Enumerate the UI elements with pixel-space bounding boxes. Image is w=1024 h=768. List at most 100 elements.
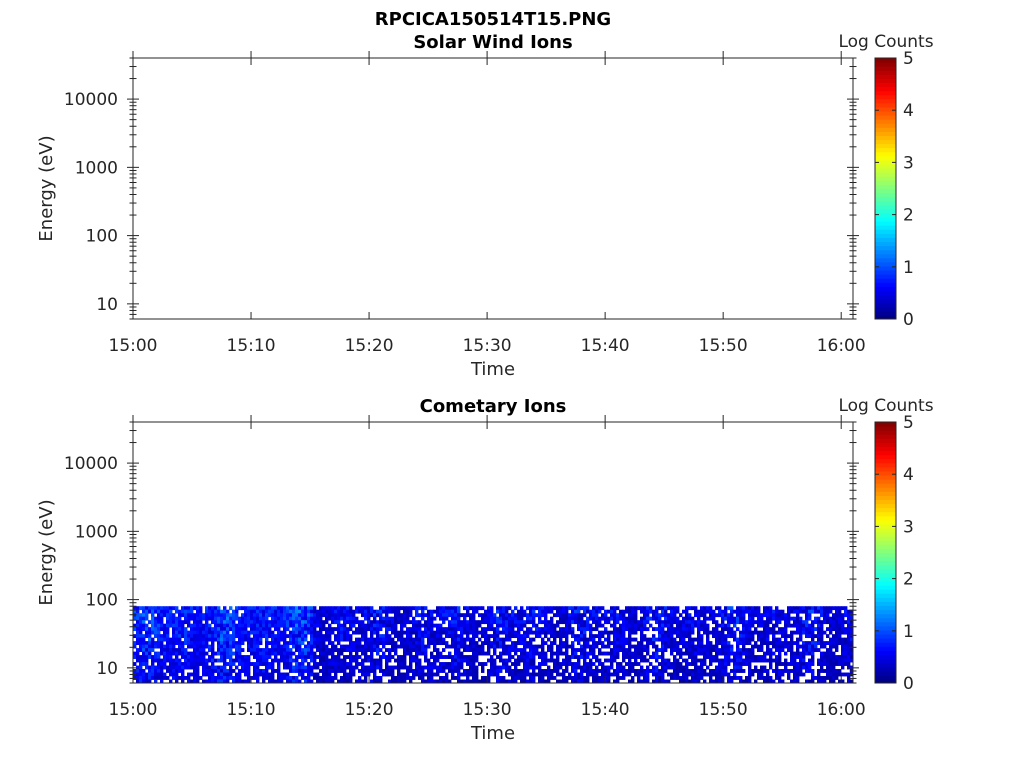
- data-cell: [532, 620, 536, 625]
- data-cell: [355, 665, 359, 670]
- data-cell: [481, 676, 485, 680]
- data-cell: [775, 616, 779, 621]
- data-cell: [826, 665, 830, 670]
- data-cell: [424, 627, 428, 632]
- data-cell: [223, 627, 227, 632]
- data-cell: [313, 623, 317, 628]
- data-cell: [589, 616, 593, 621]
- data-cell: [850, 637, 854, 642]
- data-cell: [400, 613, 404, 618]
- data-cell: [307, 665, 311, 670]
- data-cell: [283, 672, 287, 677]
- data-cell: [778, 616, 782, 621]
- data-cell: [361, 634, 365, 639]
- data-cell: [400, 655, 404, 659]
- data-cell: [700, 672, 704, 677]
- data-cell: [727, 651, 731, 656]
- data-cell: [223, 609, 227, 614]
- data-cell: [178, 676, 182, 680]
- data-cell: [616, 669, 620, 673]
- data-cell: [676, 672, 680, 677]
- data-cell: [688, 637, 692, 642]
- data-cell: [646, 648, 650, 652]
- data-cell: [427, 665, 431, 670]
- data-cell: [736, 616, 740, 621]
- data-cell: [826, 609, 830, 614]
- data-cell: [490, 623, 494, 628]
- y-tick-label: 1000: [75, 158, 118, 178]
- data-cell: [256, 637, 260, 642]
- data-cell: [628, 641, 632, 646]
- data-cell: [832, 641, 836, 646]
- data-cell: [709, 658, 713, 663]
- data-cell: [532, 648, 536, 652]
- data-cell: [751, 651, 755, 656]
- data-cell: [238, 627, 242, 632]
- data-cell: [832, 651, 836, 656]
- data-cell: [571, 648, 575, 652]
- data-cell: [391, 637, 395, 642]
- data-cell: [517, 620, 521, 625]
- data-cell: [511, 630, 515, 635]
- data-cell: [391, 644, 395, 649]
- data-cell: [403, 606, 407, 611]
- data-cell: [289, 669, 293, 673]
- data-cell: [430, 665, 434, 670]
- data-cell: [205, 606, 209, 611]
- data-cell: [190, 641, 194, 646]
- data-cell: [364, 676, 368, 680]
- data-cell: [490, 669, 494, 673]
- y-tick-label: 10000: [64, 454, 118, 474]
- data-cell: [415, 623, 419, 628]
- data-cell: [844, 672, 848, 677]
- data-cell: [571, 620, 575, 625]
- data-cell: [133, 616, 137, 621]
- data-cell: [592, 648, 596, 652]
- data-cell: [739, 613, 743, 618]
- data-cell: [184, 641, 188, 646]
- data-cell: [577, 648, 581, 652]
- data-cell: [235, 623, 239, 628]
- data-cell: [562, 606, 566, 611]
- data-cell: [832, 672, 836, 677]
- data-cell: [136, 679, 140, 684]
- data-cell: [394, 658, 398, 663]
- data-cell: [181, 672, 185, 677]
- data-cell: [277, 634, 281, 639]
- data-cell: [148, 672, 152, 677]
- data-cell: [727, 658, 731, 663]
- data-cell: [832, 662, 836, 666]
- data-cell: [538, 616, 542, 621]
- data-cell: [622, 644, 626, 649]
- data-cell: [841, 616, 845, 621]
- data-cell: [397, 662, 401, 666]
- data-cell: [247, 609, 251, 614]
- data-cell: [736, 658, 740, 663]
- data-cell: [805, 616, 809, 621]
- data-cell: [799, 609, 803, 614]
- data-cell: [283, 620, 287, 625]
- data-cell: [652, 672, 656, 677]
- data-cell: [334, 627, 338, 632]
- data-cell: [748, 606, 752, 611]
- data-cell: [511, 655, 515, 659]
- data-cell: [421, 648, 425, 652]
- data-cell: [187, 620, 191, 625]
- data-cell: [406, 637, 410, 642]
- data-cell: [202, 634, 206, 639]
- data-cell: [739, 662, 743, 666]
- data-cell: [700, 648, 704, 652]
- data-cell: [355, 606, 359, 611]
- data-cell: [841, 630, 845, 635]
- data-cell: [754, 613, 758, 618]
- data-cell: [778, 630, 782, 635]
- data-cell: [571, 606, 575, 611]
- data-cell: [136, 634, 140, 639]
- data-cell: [754, 620, 758, 625]
- data-cell: [400, 679, 404, 684]
- data-cell: [385, 658, 389, 663]
- data-cell: [268, 665, 272, 670]
- data-cell: [646, 606, 650, 611]
- data-cell: [718, 606, 722, 611]
- data-cell: [436, 609, 440, 614]
